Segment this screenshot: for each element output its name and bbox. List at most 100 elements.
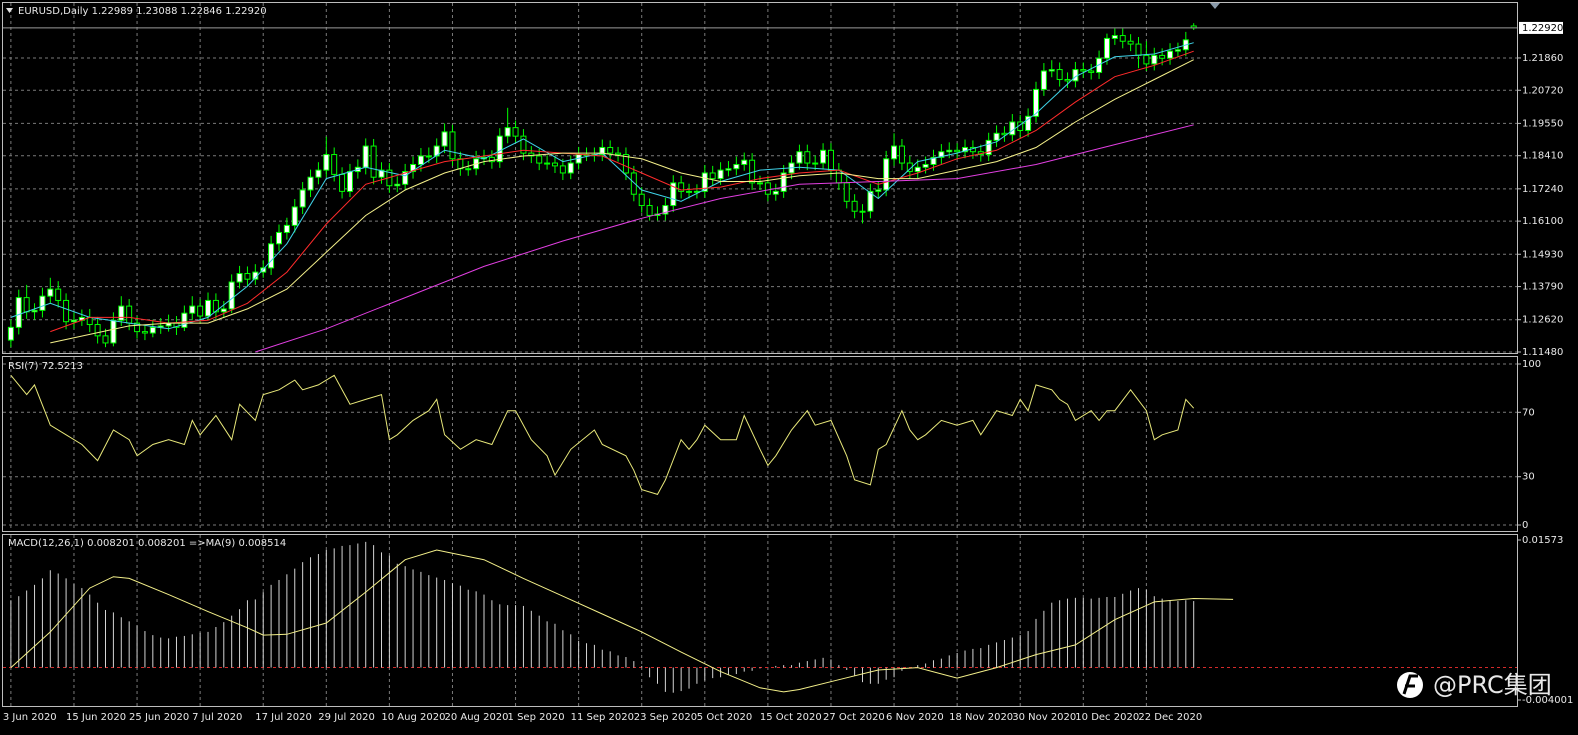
candle-body bbox=[520, 135, 527, 154]
candle-body bbox=[1143, 54, 1150, 65]
candle-body bbox=[134, 322, 141, 333]
y-tick-label: 1.13790 bbox=[1522, 282, 1563, 293]
candle-body bbox=[220, 308, 227, 313]
x-tick-label: 6 Nov 2020 bbox=[886, 712, 944, 723]
candle-body bbox=[141, 331, 148, 334]
candle-body bbox=[149, 326, 156, 334]
last-price-box bbox=[1519, 21, 1563, 34]
x-tick-label: 5 Oct 2020 bbox=[697, 712, 752, 723]
candle-body bbox=[812, 162, 819, 165]
candle-body bbox=[1088, 70, 1095, 73]
candle-body bbox=[465, 168, 472, 171]
x-tick-label: 22 Dec 2020 bbox=[1138, 712, 1202, 723]
candle-body bbox=[709, 172, 716, 180]
candle-body bbox=[954, 149, 961, 153]
candle-body bbox=[1119, 35, 1126, 42]
candle-body bbox=[1072, 69, 1079, 82]
candle-body bbox=[410, 163, 417, 173]
candle-body bbox=[402, 171, 409, 185]
candle-body bbox=[378, 169, 385, 178]
x-tick-label: 30 Nov 2020 bbox=[1012, 712, 1076, 723]
macd-title: MACD(12,26,1) 0.008201 0.008201 =>MA(9) … bbox=[8, 538, 286, 549]
x-tick-label: 10 Dec 2020 bbox=[1075, 712, 1139, 723]
candle-body bbox=[843, 182, 850, 202]
candle-body bbox=[741, 159, 748, 165]
moving-average bbox=[255, 124, 1194, 353]
x-tick-label: 25 Jun 2020 bbox=[129, 712, 189, 723]
candle-body bbox=[638, 193, 645, 207]
y-tick-label: 1.12620 bbox=[1522, 315, 1563, 326]
candle-body bbox=[39, 295, 46, 311]
candle-body bbox=[299, 189, 306, 208]
candle-body bbox=[1127, 40, 1134, 45]
candle-body bbox=[1080, 69, 1087, 72]
price-pane-frame bbox=[2, 2, 1518, 354]
candle-body bbox=[496, 135, 503, 163]
candle-body bbox=[181, 312, 188, 328]
candle-body bbox=[126, 305, 133, 324]
candle-body bbox=[670, 182, 677, 207]
candle-body bbox=[757, 182, 763, 185]
rsi-title: RSI(7) 72.5213 bbox=[8, 361, 83, 372]
candle-body bbox=[504, 127, 511, 137]
y-tick-label: 1.16100 bbox=[1522, 216, 1563, 227]
candle-body bbox=[1009, 121, 1016, 136]
candle-body bbox=[1111, 35, 1118, 39]
candle-body bbox=[1040, 70, 1047, 90]
candle-body bbox=[339, 173, 346, 192]
candle-body bbox=[449, 131, 456, 160]
x-tick-label: 17 Jul 2020 bbox=[255, 712, 312, 723]
candle-body bbox=[717, 169, 724, 180]
candle-body bbox=[567, 162, 574, 174]
candle-body bbox=[622, 154, 629, 174]
candle-body bbox=[780, 172, 787, 192]
candle-body bbox=[102, 335, 109, 344]
candle-body bbox=[804, 151, 811, 164]
menu-triangle[interactable] bbox=[6, 8, 13, 13]
candle-body bbox=[646, 205, 653, 216]
candle-body bbox=[891, 145, 898, 160]
x-tick-label: 10 Aug 2020 bbox=[381, 712, 445, 723]
y-tick-label: 1.21860 bbox=[1522, 53, 1563, 64]
candle-body bbox=[827, 149, 834, 171]
candle-body bbox=[914, 166, 921, 173]
x-tick-label: 18 Nov 2020 bbox=[949, 712, 1013, 723]
x-tick-label: 20 Aug 2020 bbox=[444, 712, 508, 723]
candle-body bbox=[457, 158, 464, 170]
candle-body bbox=[764, 182, 771, 195]
x-tick-label: 23 Sep 2020 bbox=[634, 712, 697, 723]
y-tick-label: 100 bbox=[1522, 359, 1541, 370]
candle-body bbox=[55, 288, 62, 301]
candle-body bbox=[678, 182, 685, 192]
candle-body bbox=[236, 273, 243, 283]
candle-body bbox=[1174, 49, 1181, 52]
shift-marker bbox=[1210, 3, 1220, 9]
candle-body bbox=[1032, 88, 1039, 117]
candle-body bbox=[23, 297, 30, 313]
y-tick-label: 1.20720 bbox=[1522, 85, 1563, 96]
candle-body bbox=[536, 155, 543, 164]
candle-body bbox=[323, 154, 330, 171]
y-tick-label: 1.11480 bbox=[1522, 347, 1563, 358]
candle-body bbox=[291, 206, 298, 226]
candle-body bbox=[1135, 43, 1142, 56]
rsi-pane-frame bbox=[2, 356, 1518, 532]
candle-body bbox=[275, 231, 282, 245]
watermark-logo bbox=[1397, 672, 1423, 698]
candle-body bbox=[189, 305, 196, 314]
y-tick-label: 0.01573 bbox=[1522, 535, 1563, 546]
candle-body bbox=[346, 171, 353, 192]
x-tick-label: 27 Oct 2020 bbox=[823, 712, 885, 723]
candle-body bbox=[47, 288, 54, 297]
candle-body bbox=[725, 168, 732, 171]
x-tick-label: 11 Sep 2020 bbox=[571, 712, 634, 723]
candle-body bbox=[7, 326, 14, 341]
watermark: @PRC集团 bbox=[1433, 671, 1552, 699]
candle-body bbox=[331, 154, 338, 175]
candle-body bbox=[1056, 69, 1063, 80]
candle-body bbox=[733, 163, 740, 170]
candle-body bbox=[559, 165, 566, 174]
candle-body bbox=[875, 189, 882, 192]
